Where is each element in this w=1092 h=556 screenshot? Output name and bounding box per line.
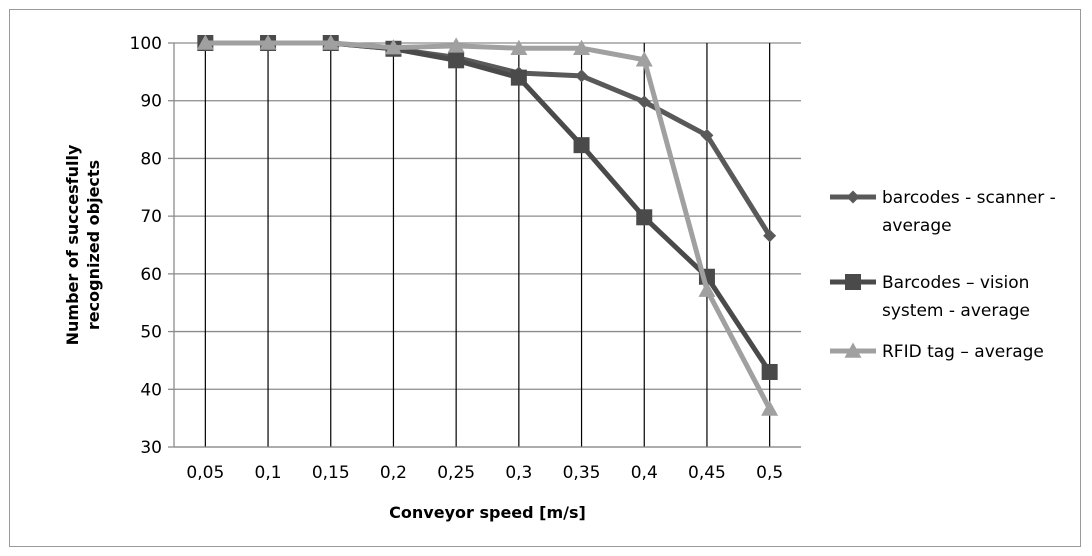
x-tick-label: 0,4 — [631, 463, 658, 483]
axis-layer — [168, 42, 801, 448]
chart-frame: 30 40 50 60 70 80 90 100 0,05 0,1 0,15 0,2 0,25 0,3 0,… — [9, 9, 1081, 547]
diamond-marker — [846, 190, 860, 204]
y-tick-label: 30 — [140, 438, 162, 458]
series-group — [197, 35, 778, 380]
x-tick-label: 0,05 — [186, 463, 224, 483]
x-tick-label: 0,45 — [688, 463, 726, 483]
legend: barcodes - scanner - average Barcodes – vi… — [830, 188, 1056, 362]
diamond-marker — [700, 128, 714, 142]
legend-label: RFID tag – average — [882, 342, 1044, 362]
legend-label: Barcodes – vision system - average — [882, 273, 1030, 321]
x-tick-label: 0,3 — [505, 463, 532, 483]
x-tick-label: 0,15 — [312, 463, 350, 483]
triangle-marker — [844, 342, 862, 358]
triangle-marker — [196, 34, 214, 50]
legend-label-line: average — [882, 216, 952, 236]
square-marker — [573, 137, 590, 154]
triangle-marker — [573, 39, 591, 55]
series-group — [196, 34, 779, 416]
y-axis-title-line: Number of succesfully — [63, 144, 82, 345]
legend-label: barcodes - scanner - average — [882, 188, 1056, 236]
y-tick-label: 50 — [140, 323, 162, 343]
diamond-marker — [763, 229, 777, 243]
x-tick-label: 0,2 — [380, 463, 407, 483]
x-tick-label: 0,5 — [756, 463, 783, 483]
legend-label-line: Barcodes – vision — [882, 273, 1029, 293]
x-tick-label: 0,35 — [563, 463, 601, 483]
legend-item: Barcodes – vision system - average — [830, 273, 1030, 321]
y-tick-label: 70 — [140, 207, 162, 227]
triangle-marker — [447, 37, 465, 53]
legend-label-line: barcodes - scanner - — [882, 188, 1056, 208]
square-marker — [636, 209, 653, 226]
y-axis-title: Number of succesfully recognized objects — [63, 144, 103, 345]
diamond-marker — [575, 69, 589, 83]
triangle-marker — [635, 51, 653, 67]
y-tick-label: 90 — [140, 92, 162, 112]
y-tick-label: 100 — [130, 34, 162, 54]
x-axis-title: Conveyor speed [m/s] — [389, 503, 586, 522]
square-marker — [510, 69, 527, 86]
legend-item: barcodes - scanner - average — [830, 188, 1056, 236]
square-marker — [761, 363, 778, 380]
triangle-marker — [510, 39, 528, 55]
triangle-marker — [259, 34, 277, 50]
line-chart: 30 40 50 60 70 80 90 100 0,05 0,1 0,15 0,2 0,25 0,3 0,… — [63, 34, 1056, 522]
triangle-marker — [384, 39, 402, 55]
triangle-marker — [322, 34, 340, 50]
x-tick-label: 0,1 — [255, 463, 282, 483]
y-axis-title-line: recognized objects — [84, 160, 103, 330]
series-line — [205, 40, 772, 411]
label-layer: 30 40 50 60 70 80 90 100 0,05 0,1 0,15 0,2 0,25 0,3 0,… — [63, 34, 783, 522]
legend-item: RFID tag – average — [830, 342, 1044, 362]
y-tick-label: 40 — [140, 380, 162, 400]
square-marker — [845, 274, 861, 290]
y-tick-label: 60 — [140, 265, 162, 285]
triangle-marker — [698, 281, 716, 297]
triangle-marker — [761, 400, 779, 416]
legend-label-line: system - average — [882, 301, 1030, 321]
grid-layer — [174, 42, 801, 448]
x-tick-label: 0,25 — [437, 463, 475, 483]
square-marker — [448, 52, 465, 69]
legend-label-line: RFID tag – average — [882, 342, 1044, 362]
diamond-marker — [637, 95, 651, 109]
y-tick-label: 80 — [140, 149, 162, 169]
series-layer — [196, 34, 779, 416]
